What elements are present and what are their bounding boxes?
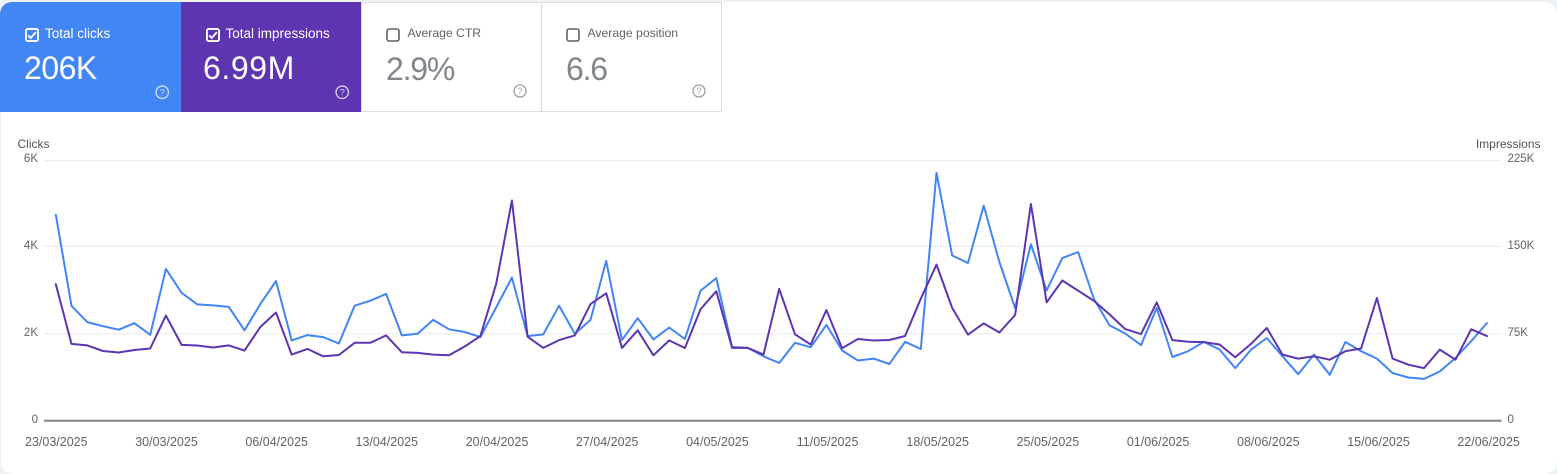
- svg-text:?: ?: [696, 86, 701, 96]
- svg-text:?: ?: [159, 88, 164, 98]
- svg-text:?: ?: [340, 88, 345, 98]
- svg-text:?: ?: [517, 86, 522, 96]
